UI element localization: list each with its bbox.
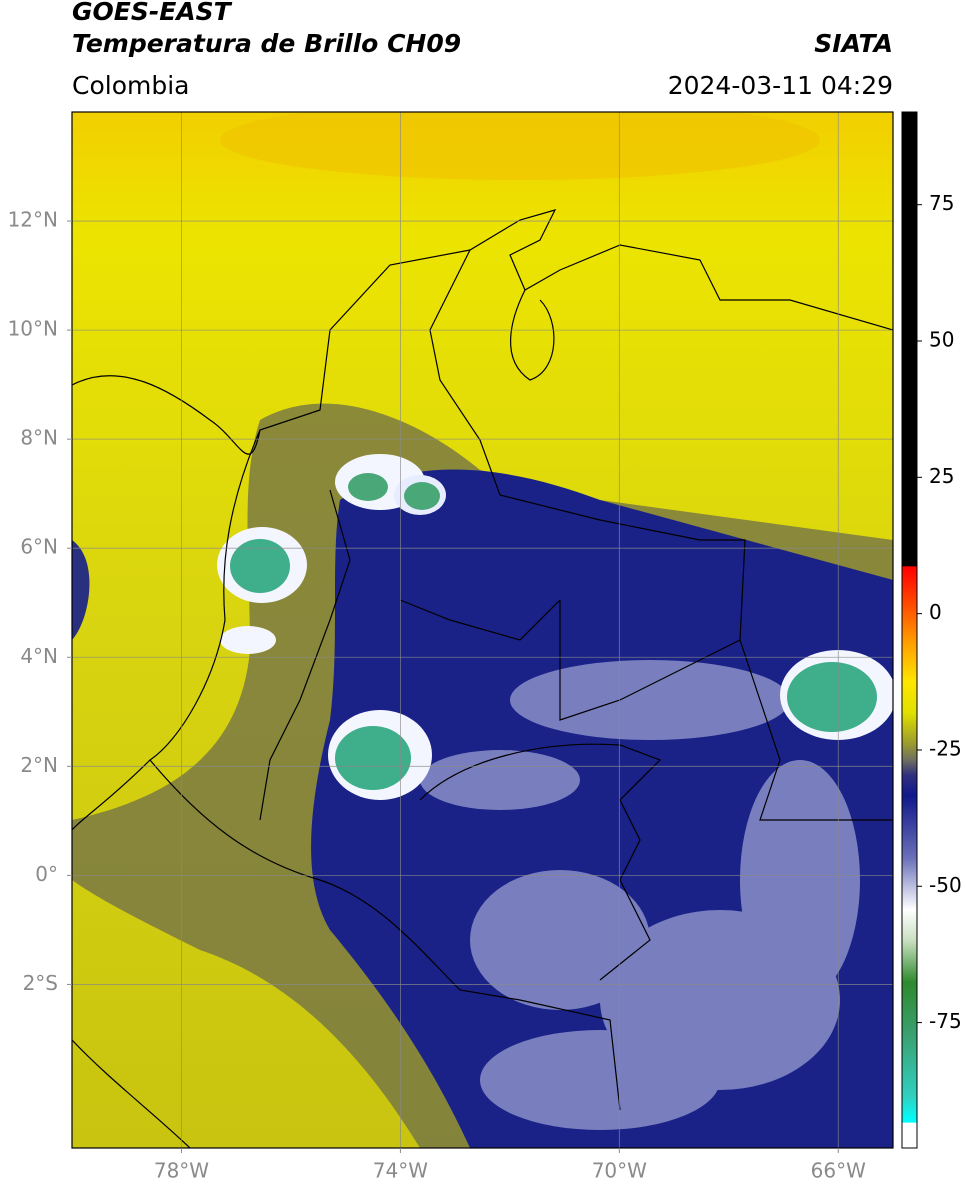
timestamp: 2024-03-11 04:29 <box>668 71 893 100</box>
lat-tick-label: 4°N <box>20 644 58 668</box>
colorbar-tick-label: 0 <box>929 600 942 624</box>
lat-tick-label: 12°N <box>8 208 58 232</box>
lat-tick-label: 0° <box>35 862 58 886</box>
title: GOES-EAST <box>72 0 233 26</box>
colorbar-tick-label: 50 <box>929 328 954 352</box>
graticule <box>72 112 893 1148</box>
map-frame <box>71 111 894 1149</box>
lon-tick-label: 78°W <box>154 1159 209 1183</box>
lat-tick-label: 10°N <box>8 317 58 341</box>
colorbar <box>901 111 918 1149</box>
colorbar-tick-label: -50 <box>929 873 962 897</box>
lon-tick-label: 74°W <box>373 1159 428 1183</box>
colorbar-tick-label: 25 <box>929 464 954 488</box>
lat-tick-label: 6°N <box>20 535 58 559</box>
cloud-tops <box>217 454 893 800</box>
source: SIATA <box>814 29 893 58</box>
satellite-image <box>72 112 893 1148</box>
colorbar-tick-label: -75 <box>929 1009 962 1033</box>
colorbar-tick-label: -25 <box>929 736 962 760</box>
lat-tick-label: 2°S <box>23 971 58 995</box>
lon-tick-label: 70°W <box>592 1159 647 1183</box>
region: Colombia <box>72 71 189 100</box>
lat-tick-label: 2°N <box>20 753 58 777</box>
borders <box>72 209 893 1148</box>
subtitle: Temperatura de Brillo CH09 <box>72 29 461 58</box>
lat-tick-label: 8°N <box>20 426 58 450</box>
colorbar-tick-label: 75 <box>929 191 954 215</box>
lon-tick-label: 66°W <box>811 1159 866 1183</box>
